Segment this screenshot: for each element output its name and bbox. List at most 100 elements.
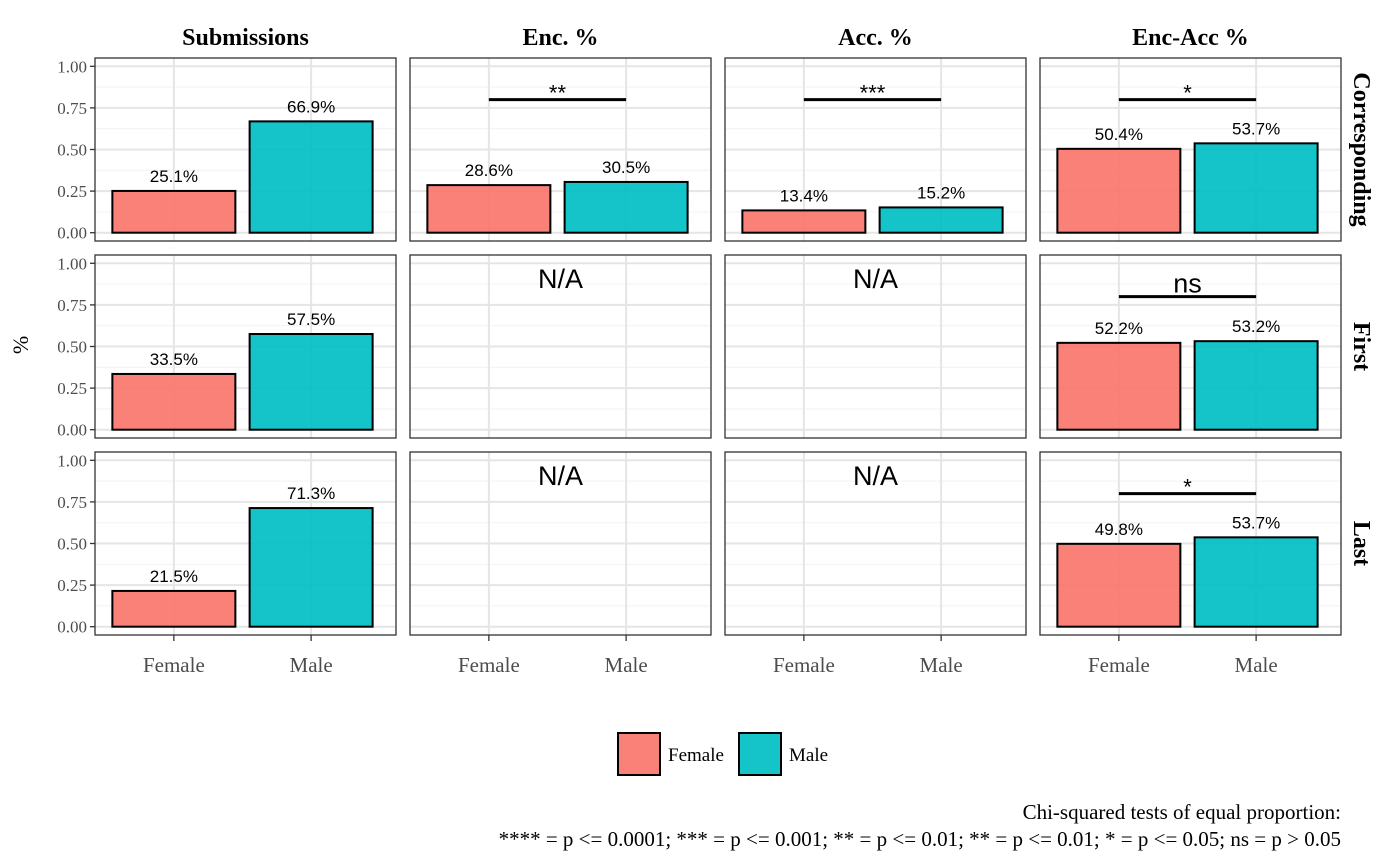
y-tick-label: 0.00 <box>57 618 87 637</box>
bar-male <box>1193 142 1319 234</box>
panels-layer: Submissions Enc. % Acc. % Enc-Acc % Correspo… <box>57 25 1374 677</box>
y-tick-label: 0.50 <box>57 141 87 160</box>
y-tick-label: 1.00 <box>57 254 87 273</box>
column-title-enc: Enc. % <box>522 25 598 51</box>
panel-first-acc: N/A <box>724 254 1027 439</box>
bar-female <box>426 184 552 234</box>
x-tick-label-female: Female <box>143 653 205 677</box>
bar-male <box>248 507 374 628</box>
bar-female <box>741 209 867 234</box>
na-label: N/A <box>538 461 583 491</box>
column-title-enc-acc: Enc-Acc % <box>1132 25 1249 51</box>
significance-label: * <box>1183 81 1192 106</box>
bar-male <box>1193 340 1319 431</box>
column-title-acc: Acc. % <box>838 25 913 51</box>
panel-corresponding-enc-acc: 50.4% 53.7% * <box>1039 57 1342 242</box>
bar-label-male: 30.5% <box>602 158 650 177</box>
panel-last-acc: N/A Female Male <box>724 451 1027 677</box>
bar-label-female: 21.5% <box>150 567 198 586</box>
y-tick-label: 0.25 <box>57 576 87 595</box>
panel-last-enc: N/A Female Male <box>409 451 712 677</box>
panel-border <box>724 451 1027 636</box>
legend: Female Male <box>617 732 828 776</box>
panel-border <box>724 57 1027 242</box>
significance-label: ns <box>1173 269 1202 299</box>
bar-label-female: 49.8% <box>1095 520 1143 539</box>
bar-female <box>111 189 237 234</box>
bar-male <box>248 333 374 431</box>
column-title-submissions: Submissions <box>182 25 309 51</box>
y-axis-title: % <box>8 336 33 354</box>
bar-label-male: 57.5% <box>287 310 335 329</box>
panel-border <box>409 254 712 439</box>
bar-male <box>878 206 1004 234</box>
panel-corresponding-acc: 13.4% 15.2% *** <box>724 57 1027 242</box>
x-tick-label-female: Female <box>1088 653 1150 677</box>
legend-key-male <box>738 732 782 776</box>
row-title-corresponding: Corresponding <box>1348 72 1374 226</box>
bar-label-female: 28.6% <box>465 161 513 180</box>
bar-label-female: 50.4% <box>1095 125 1143 144</box>
panel-first-enc: N/A <box>409 254 712 439</box>
bar-label-male: 66.9% <box>287 97 335 116</box>
y-tick-label: 0.75 <box>57 493 87 512</box>
legend-label-female: Female <box>668 745 724 766</box>
x-tick-label-male: Male <box>920 653 963 677</box>
bar-label-female: 33.5% <box>150 350 198 369</box>
bar-male <box>248 120 374 234</box>
y-tick-label: 0.75 <box>57 296 87 315</box>
panel-border <box>409 451 712 636</box>
panel-first-enc-acc: 52.2% 53.2% ns <box>1039 254 1342 439</box>
bar-label-male: 53.7% <box>1232 119 1280 138</box>
bar-label-female: 52.2% <box>1095 319 1143 338</box>
bar-female <box>1056 542 1182 628</box>
x-tick-label-male: Male <box>1235 653 1278 677</box>
y-tick-label: 0.00 <box>57 421 87 440</box>
bar-female <box>111 372 237 431</box>
y-tick-label: 0.50 <box>57 535 87 554</box>
na-label: N/A <box>853 264 898 294</box>
bar-label-male: 53.7% <box>1232 513 1280 532</box>
bar-female <box>111 589 237 628</box>
na-label: N/A <box>538 264 583 294</box>
bar-label-male: 15.2% <box>917 183 965 202</box>
y-tick-label: 0.75 <box>57 99 87 118</box>
y-tick-label: 0.50 <box>57 338 87 357</box>
legend-key-female <box>617 732 661 776</box>
panel-border <box>724 254 1027 439</box>
caption-line-1: Chi-squared tests of equal proportion: <box>1023 800 1341 824</box>
significance-label: * <box>1183 475 1192 500</box>
panel-border <box>1039 57 1342 242</box>
significance-label: ** <box>549 81 567 106</box>
x-tick-label-female: Female <box>458 653 520 677</box>
significance-label: *** <box>860 81 886 106</box>
bar-label-male: 71.3% <box>287 484 335 503</box>
x-tick-label-male: Male <box>605 653 648 677</box>
panel-border <box>409 57 712 242</box>
row-title-last: Last <box>1348 521 1374 566</box>
y-tick-label: 0.00 <box>57 224 87 243</box>
panel-corresponding-submissions: 25.1% 66.9% 0.00 0.25 0.50 0.75 1.00 <box>57 57 397 243</box>
x-tick-label-female: Female <box>773 653 835 677</box>
bar-female <box>1056 341 1182 431</box>
y-tick-label: 0.25 <box>57 182 87 201</box>
bar-label-female: 13.4% <box>780 186 828 205</box>
row-title-first: First <box>1348 322 1374 371</box>
y-tick-label: 1.00 <box>57 451 87 470</box>
panel-border <box>1039 254 1342 439</box>
bar-male <box>563 180 689 234</box>
panel-corresponding-enc: 28.6% 30.5% ** <box>409 57 712 242</box>
panel-last-submissions: 21.5% 71.3% 0.00 0.25 0.50 0.75 1.00 Female Male <box>57 451 397 677</box>
bar-label-female: 25.1% <box>150 167 198 186</box>
y-tick-label: 1.00 <box>57 57 87 76</box>
panel-first-submissions: 33.5% 57.5% 0.00 0.25 0.50 0.75 1.00 <box>57 254 397 440</box>
x-tick-label-male: Male <box>290 653 333 677</box>
bar-male <box>1193 536 1319 628</box>
panel-last-enc-acc: 49.8% 53.7% * Female Male <box>1039 451 1342 677</box>
legend-label-male: Male <box>789 745 828 766</box>
panel-border <box>1039 451 1342 636</box>
na-label: N/A <box>853 461 898 491</box>
bar-label-male: 53.2% <box>1232 317 1280 336</box>
caption-line-2: **** = p <= 0.0001; *** = p <= 0.001; **… <box>499 827 1341 851</box>
